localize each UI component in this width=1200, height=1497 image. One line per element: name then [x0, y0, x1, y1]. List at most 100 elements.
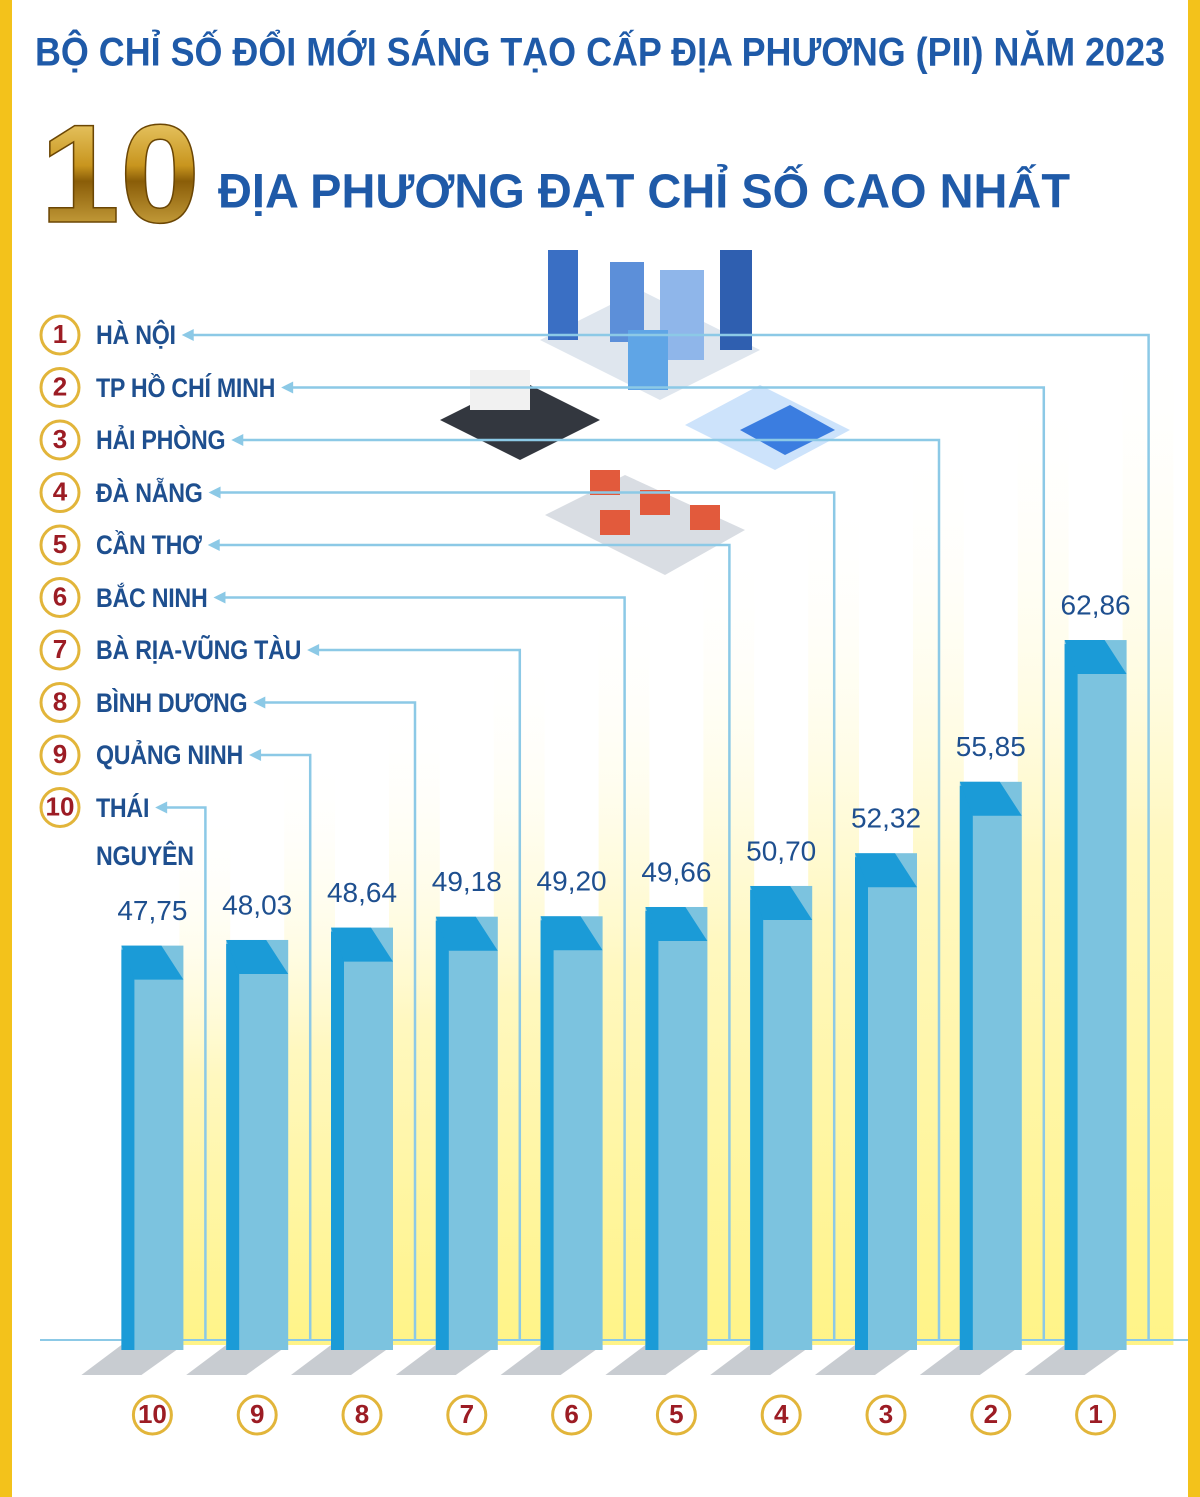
bar-shadow [919, 1345, 1022, 1375]
value-label: 49,66 [641, 856, 711, 887]
list-rank: 7 [53, 634, 67, 664]
rank-label: 3 [879, 1399, 893, 1429]
bar-side [435, 920, 449, 1350]
rank-label: 2 [984, 1399, 998, 1429]
list-name-text: THÁI NGUYÊN [96, 792, 194, 871]
list-name-text: TP HỒ CHÍ MINH [96, 372, 276, 403]
list-name-text: BẮC NINH [96, 582, 208, 613]
bar-shadow [81, 1345, 184, 1375]
bar-side [750, 889, 764, 1350]
list-name: BÌNH DƯƠNG [96, 679, 248, 727]
bar-cap [435, 916, 498, 951]
bar-side [226, 943, 240, 1350]
list-badge [39, 367, 81, 408]
bar-side [331, 931, 344, 1350]
headline: ĐỊA PHƯƠNG ĐẠT CHỈ SỐ CAO NHẤT [218, 164, 1070, 219]
list-rank: 3 [53, 424, 67, 454]
list-rank: 4 [53, 476, 68, 506]
list-rank: 9 [53, 739, 67, 769]
list-name: HÀ NỘI [96, 311, 176, 359]
connector-arrow [181, 329, 194, 341]
bar-cap [645, 906, 708, 941]
list-badge [39, 682, 81, 723]
rank-badge [760, 1394, 802, 1436]
bar-cap [959, 781, 1022, 816]
rank-label: 7 [460, 1399, 474, 1429]
bar-side [540, 920, 554, 1350]
connector-arrow [281, 381, 294, 394]
list-rank: 6 [53, 581, 67, 611]
connector [189, 333, 1150, 1340]
bar-cap [331, 927, 393, 962]
rank-label: 1 [1088, 1399, 1102, 1429]
rank-badge [655, 1394, 697, 1436]
value-label: 62,86 [1061, 589, 1131, 620]
value-label: 52,32 [851, 803, 921, 834]
list-badge [39, 734, 81, 776]
headline-number: 10 [40, 95, 200, 252]
connector-arrow [208, 486, 221, 499]
list-badge [39, 787, 81, 828]
list-name: CẦN THƠ [96, 521, 202, 569]
bar-side [645, 910, 659, 1350]
bar-cap [1064, 640, 1127, 675]
frame-left [0, 0, 12, 1497]
list-name: THÁI NGUYÊN [96, 784, 194, 880]
list-name-text: BÀ RỊA-VŨNG TÀU [96, 635, 302, 665]
rank-badge [131, 1394, 173, 1436]
rank-badge [236, 1394, 278, 1436]
list-name-text: QUẢNG NINH [96, 740, 244, 770]
bar-cap [121, 945, 184, 980]
bar-cap [750, 885, 813, 920]
bar-shadow [291, 1345, 393, 1375]
bar-shadow [395, 1345, 498, 1375]
rank-label: 10 [138, 1399, 167, 1429]
rank-badge [970, 1394, 1012, 1436]
rank-badge [551, 1394, 593, 1436]
list-name-text: BÌNH DƯƠNG [96, 687, 248, 718]
rank-label: 5 [669, 1399, 683, 1429]
list-badge [39, 314, 81, 356]
rank-badge [341, 1394, 383, 1436]
bar-shadow [1024, 1345, 1127, 1375]
connector [215, 543, 731, 1340]
list-rank: 8 [53, 686, 67, 716]
value-label: 55,85 [956, 731, 1026, 762]
list-name: HẢI PHÒNG [96, 416, 226, 464]
bar-side [959, 785, 973, 1350]
value-label: 49,18 [432, 866, 502, 897]
frame-right [1188, 0, 1200, 1497]
illustration [440, 250, 850, 575]
connector-arrow [155, 801, 168, 814]
list-name-text: ĐÀ NẴNG [96, 477, 203, 508]
value-label: 48,03 [222, 889, 292, 920]
list-name: TP HỒ CHÍ MINH [96, 364, 275, 412]
value-label: 48,64 [327, 877, 397, 908]
list-rank: 1 [53, 319, 67, 349]
rank-badge [865, 1394, 907, 1436]
connector-arrow [253, 696, 266, 709]
list-badge [39, 472, 81, 513]
connector-arrow [207, 539, 220, 551]
connector [239, 438, 941, 1340]
value-label: 49,20 [537, 866, 607, 897]
chart-title: BỘ CHỈ SỐ ĐỔI MỚI SÁNG TẠO CẤP ĐỊA PHƯƠN… [35, 28, 1165, 75]
list-badge [39, 577, 81, 618]
connector [216, 491, 836, 1340]
list-rank: 2 [53, 371, 67, 401]
rank-badge [1075, 1394, 1117, 1436]
bar-shadow [186, 1345, 289, 1375]
list-name-text: CẦN THƠ [96, 530, 202, 560]
value-label: 47,75 [117, 895, 187, 926]
list-name: ĐÀ NẴNG [96, 469, 203, 517]
connector-arrow [213, 591, 226, 604]
rank-label: 4 [774, 1399, 789, 1429]
bar-side [1064, 644, 1078, 1350]
rank-badge [446, 1394, 488, 1436]
list-badge [39, 629, 81, 671]
list-badge [39, 524, 81, 566]
bar-shadow [710, 1345, 813, 1375]
list-name: QUẢNG NINH [96, 731, 243, 779]
